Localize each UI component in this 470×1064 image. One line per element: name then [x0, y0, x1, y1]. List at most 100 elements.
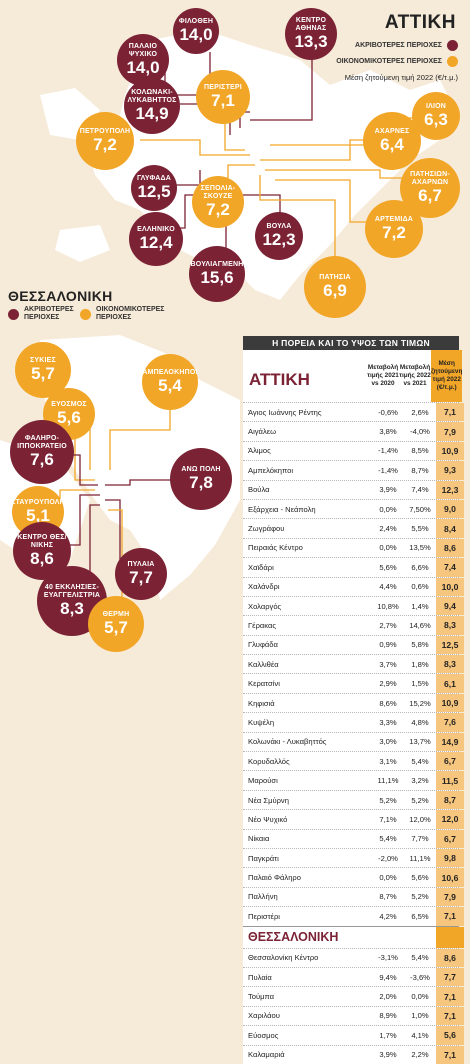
bubble-value: 7,6: [30, 450, 54, 469]
bubble-value: 5,4: [158, 376, 182, 395]
row-area-name: Αμπελόκηποι: [248, 465, 294, 475]
row-avg-price: 7,1: [436, 403, 464, 422]
attica-map-islet-2: [55, 225, 110, 262]
row-change-2021: 11,1%: [377, 776, 399, 786]
table-row: Τούμπα 2,0% 0,0% 7,1: [243, 986, 464, 1006]
row-change-2022: 6,6%: [411, 562, 429, 572]
table-header-row: ΑΤΤΙΚΗ Μεταβολή τιμής 2021 vs 2020 Μεταβ…: [243, 350, 462, 402]
row-avg-price: 6,7: [436, 829, 464, 848]
bubble-value: 6,4: [380, 135, 404, 154]
attica-legend-cheap: ΟΙΚΟΝΟΜΙΚΟΤΕΡΕΣ ΠΕΡΙΟΧΕΣ: [336, 56, 458, 67]
table-row: Πυλαία 9,4% -3,6% 7,7: [243, 966, 464, 987]
row-change-2021: -1,4%: [378, 446, 398, 456]
table-row: Γλυφάδα 0,9% 5,8% 12,5: [243, 634, 464, 655]
row-change-2021: 3,9%: [379, 485, 397, 495]
row-change-2022: 4,1%: [411, 1030, 429, 1040]
table-row: Γέρακας 2,7% 14,6% 8,3: [243, 615, 464, 635]
attica-bubble-artemida: ΑΡΤΕΜΙΔΑ 7,2: [365, 200, 423, 258]
attica-title: ΑΤΤΙΚΗ: [384, 12, 456, 33]
row-area-name: Παλαιό Φάληρο: [248, 873, 301, 883]
bubble-value: 7,2: [206, 200, 230, 219]
bubble-label: ΑΡΤΕΜΙΔΑ: [374, 216, 414, 223]
row-area-name: Καλαμαριά: [248, 1050, 285, 1060]
row-change-2021: 4,4%: [379, 582, 397, 592]
row-area-name: Γέρακας: [248, 620, 277, 630]
row-avg-price: 10,0: [436, 577, 464, 596]
row-avg-price: 12,5: [436, 635, 464, 655]
bubble-value: 14,0: [179, 25, 213, 44]
row-avg-price: 9,4: [436, 596, 464, 616]
table-row: Εξάρχεια - Νεάπολη 0,0% 7,50% 9,0: [243, 498, 464, 519]
row-avg-price: 10,6: [436, 868, 464, 887]
bubble-label: ΚΕΝΤΡΟ ΘΕΣ/ΝΙΚΗΣ: [17, 534, 67, 549]
row-change-2021: 7,1%: [379, 814, 397, 824]
thessaloniki-expensive-dot-icon: [8, 308, 19, 320]
row-change-2021: 5,2%: [379, 795, 397, 805]
bubble-label: ΘΕΡΜΗ: [102, 611, 130, 618]
bubble-label: ΠΥΛΑΙΑ: [127, 561, 155, 568]
row-change-2022: -4,0%: [410, 427, 430, 437]
row-change-2022: 8,7%: [411, 465, 429, 475]
row-avg-price: 8,6: [436, 948, 464, 967]
table-row: Παλαιό Φάληρο 0,0% 5,6% 10,6: [243, 867, 464, 887]
row-change-2021: 5,4%: [379, 834, 397, 844]
row-avg-price: 6,7: [436, 752, 464, 771]
table-row: Νέο Ψυχικό 7,1% 12,0% 12,0: [243, 809, 464, 829]
row-area-name: Βούλα: [248, 485, 270, 495]
row-change-2022: 5,8%: [411, 640, 429, 650]
bubble-value: 14,0: [126, 58, 160, 77]
table-section-thessaloniki: ΘΕΣΣΑΛΟΝΙΚΗ: [248, 930, 339, 945]
bubble-value: 7,1: [211, 91, 235, 110]
table-row: Ζωγράφου 2,4% 5,5% 8,4: [243, 518, 464, 538]
table-section-attica: ΑΤΤΙΚΗ: [249, 370, 310, 389]
row-change-2022: 0,0%: [411, 992, 429, 1002]
bubble-label: ΑΧΑΡΝΕΣ: [374, 128, 410, 135]
row-avg-price: 7,7: [436, 967, 464, 987]
table-section-row-thessaloniki: ΘΕΣΣΑΛΟΝΙΚΗ: [243, 925, 464, 948]
row-area-name: Χαριλάου: [248, 1011, 280, 1021]
row-change-2021: 0,0%: [379, 504, 397, 514]
bubble-value: 15,6: [200, 268, 234, 287]
row-avg-price: 5,6: [436, 1026, 464, 1045]
row-change-2022: 2,2%: [411, 1050, 429, 1060]
row-change-2022: 5,4%: [411, 953, 429, 963]
row-area-name: Νέα Σμύρνη: [248, 795, 289, 805]
bubble-label: ΕΥΟΣΜΟΣ: [51, 401, 87, 408]
attica-bubble-acharnes: ΑΧΑΡΝΕΣ 6,4: [363, 112, 421, 170]
thessaloniki-legend-cheap: ΟΙΚΟΝΟΜΙΚΟΤΕΡΕΣ ΠΕΡΙΟΧΕΣ: [80, 306, 176, 322]
row-area-name: Παγκράτι: [248, 853, 279, 863]
bubble-label: ΦΑΛΗΡΟ-ΙΠΠΟΚΡΑΤΕΙΟ: [17, 435, 67, 450]
bubble-label: ΒΟΥΛΙΑΓΜΕΝΗ: [190, 261, 244, 268]
thessaloniki-bubble-pylaia: ΠΥΛΑΙΑ 7,7: [115, 548, 167, 600]
cheap-dot-icon: [447, 56, 458, 67]
bubble-label: ΚΕΝΤΡΟ ΑΘΗΝΑΣ: [295, 17, 327, 32]
row-avg-price: 9,8: [436, 848, 464, 868]
table-row: Αμπελόκηποι -1,4% 8,7% 9,3: [243, 460, 464, 480]
row-area-name: Πειραιάς Κέντρο: [248, 543, 303, 553]
thessaloniki-legend-expensive: ΑΚΡΙΒΟΤΕΡΕΣ ΠΕΡΙΟΧΕΣ: [8, 306, 76, 322]
row-area-name: Κορυδαλλός: [248, 756, 290, 766]
row-avg-price: 7,1: [436, 907, 464, 926]
row-avg-price: 7,6: [436, 713, 464, 732]
row-avg-price: 7,9: [436, 422, 464, 441]
row-change-2021: 8,7%: [379, 892, 397, 902]
bubble-label: ΠΕΤΡΟΥΠΟΛΗ: [79, 128, 131, 135]
table-row: Χαριλάου 8,9% 1,0% 7,1: [243, 1005, 464, 1026]
row-change-2021: 3,8%: [379, 427, 397, 437]
bubble-value: 6,7: [418, 186, 442, 205]
row-area-name: Μαρούσι: [248, 776, 278, 786]
attica-legend-expensive-label: ΑΚΡΙΒΟΤΕΡΕΣ ΠΕΡΙΟΧΕΣ: [355, 42, 442, 49]
bubble-label: ΠΑΤΗΣΙΩΝ-ΑΧΑΡΝΩΝ: [410, 171, 450, 186]
table-row: Άλιμος -1,4% 8,5% 10,9: [243, 440, 464, 461]
bubble-value: 14,9: [135, 104, 169, 123]
row-change-2021: 10,8%: [377, 601, 399, 611]
table-row: Χαλάνδρι 4,4% 0,6% 10,0: [243, 576, 464, 596]
attica-bubble-elliniko: ΕΛΛΗΝΙΚΟ 12,4: [129, 212, 183, 266]
row-avg-price: 14,9: [436, 732, 464, 752]
table-row: Πειραιάς Κέντρο 0,0% 13,5% 8,6: [243, 537, 464, 558]
bubble-value: 7,2: [382, 223, 406, 242]
row-change-2022: 13,7%: [409, 737, 431, 747]
bubble-label: ΣΤΑΥΡΟΥΠΟΛΗ: [11, 499, 65, 506]
row-change-2022: 3,2%: [411, 776, 429, 786]
row-avg-price: 6,1: [436, 674, 464, 693]
